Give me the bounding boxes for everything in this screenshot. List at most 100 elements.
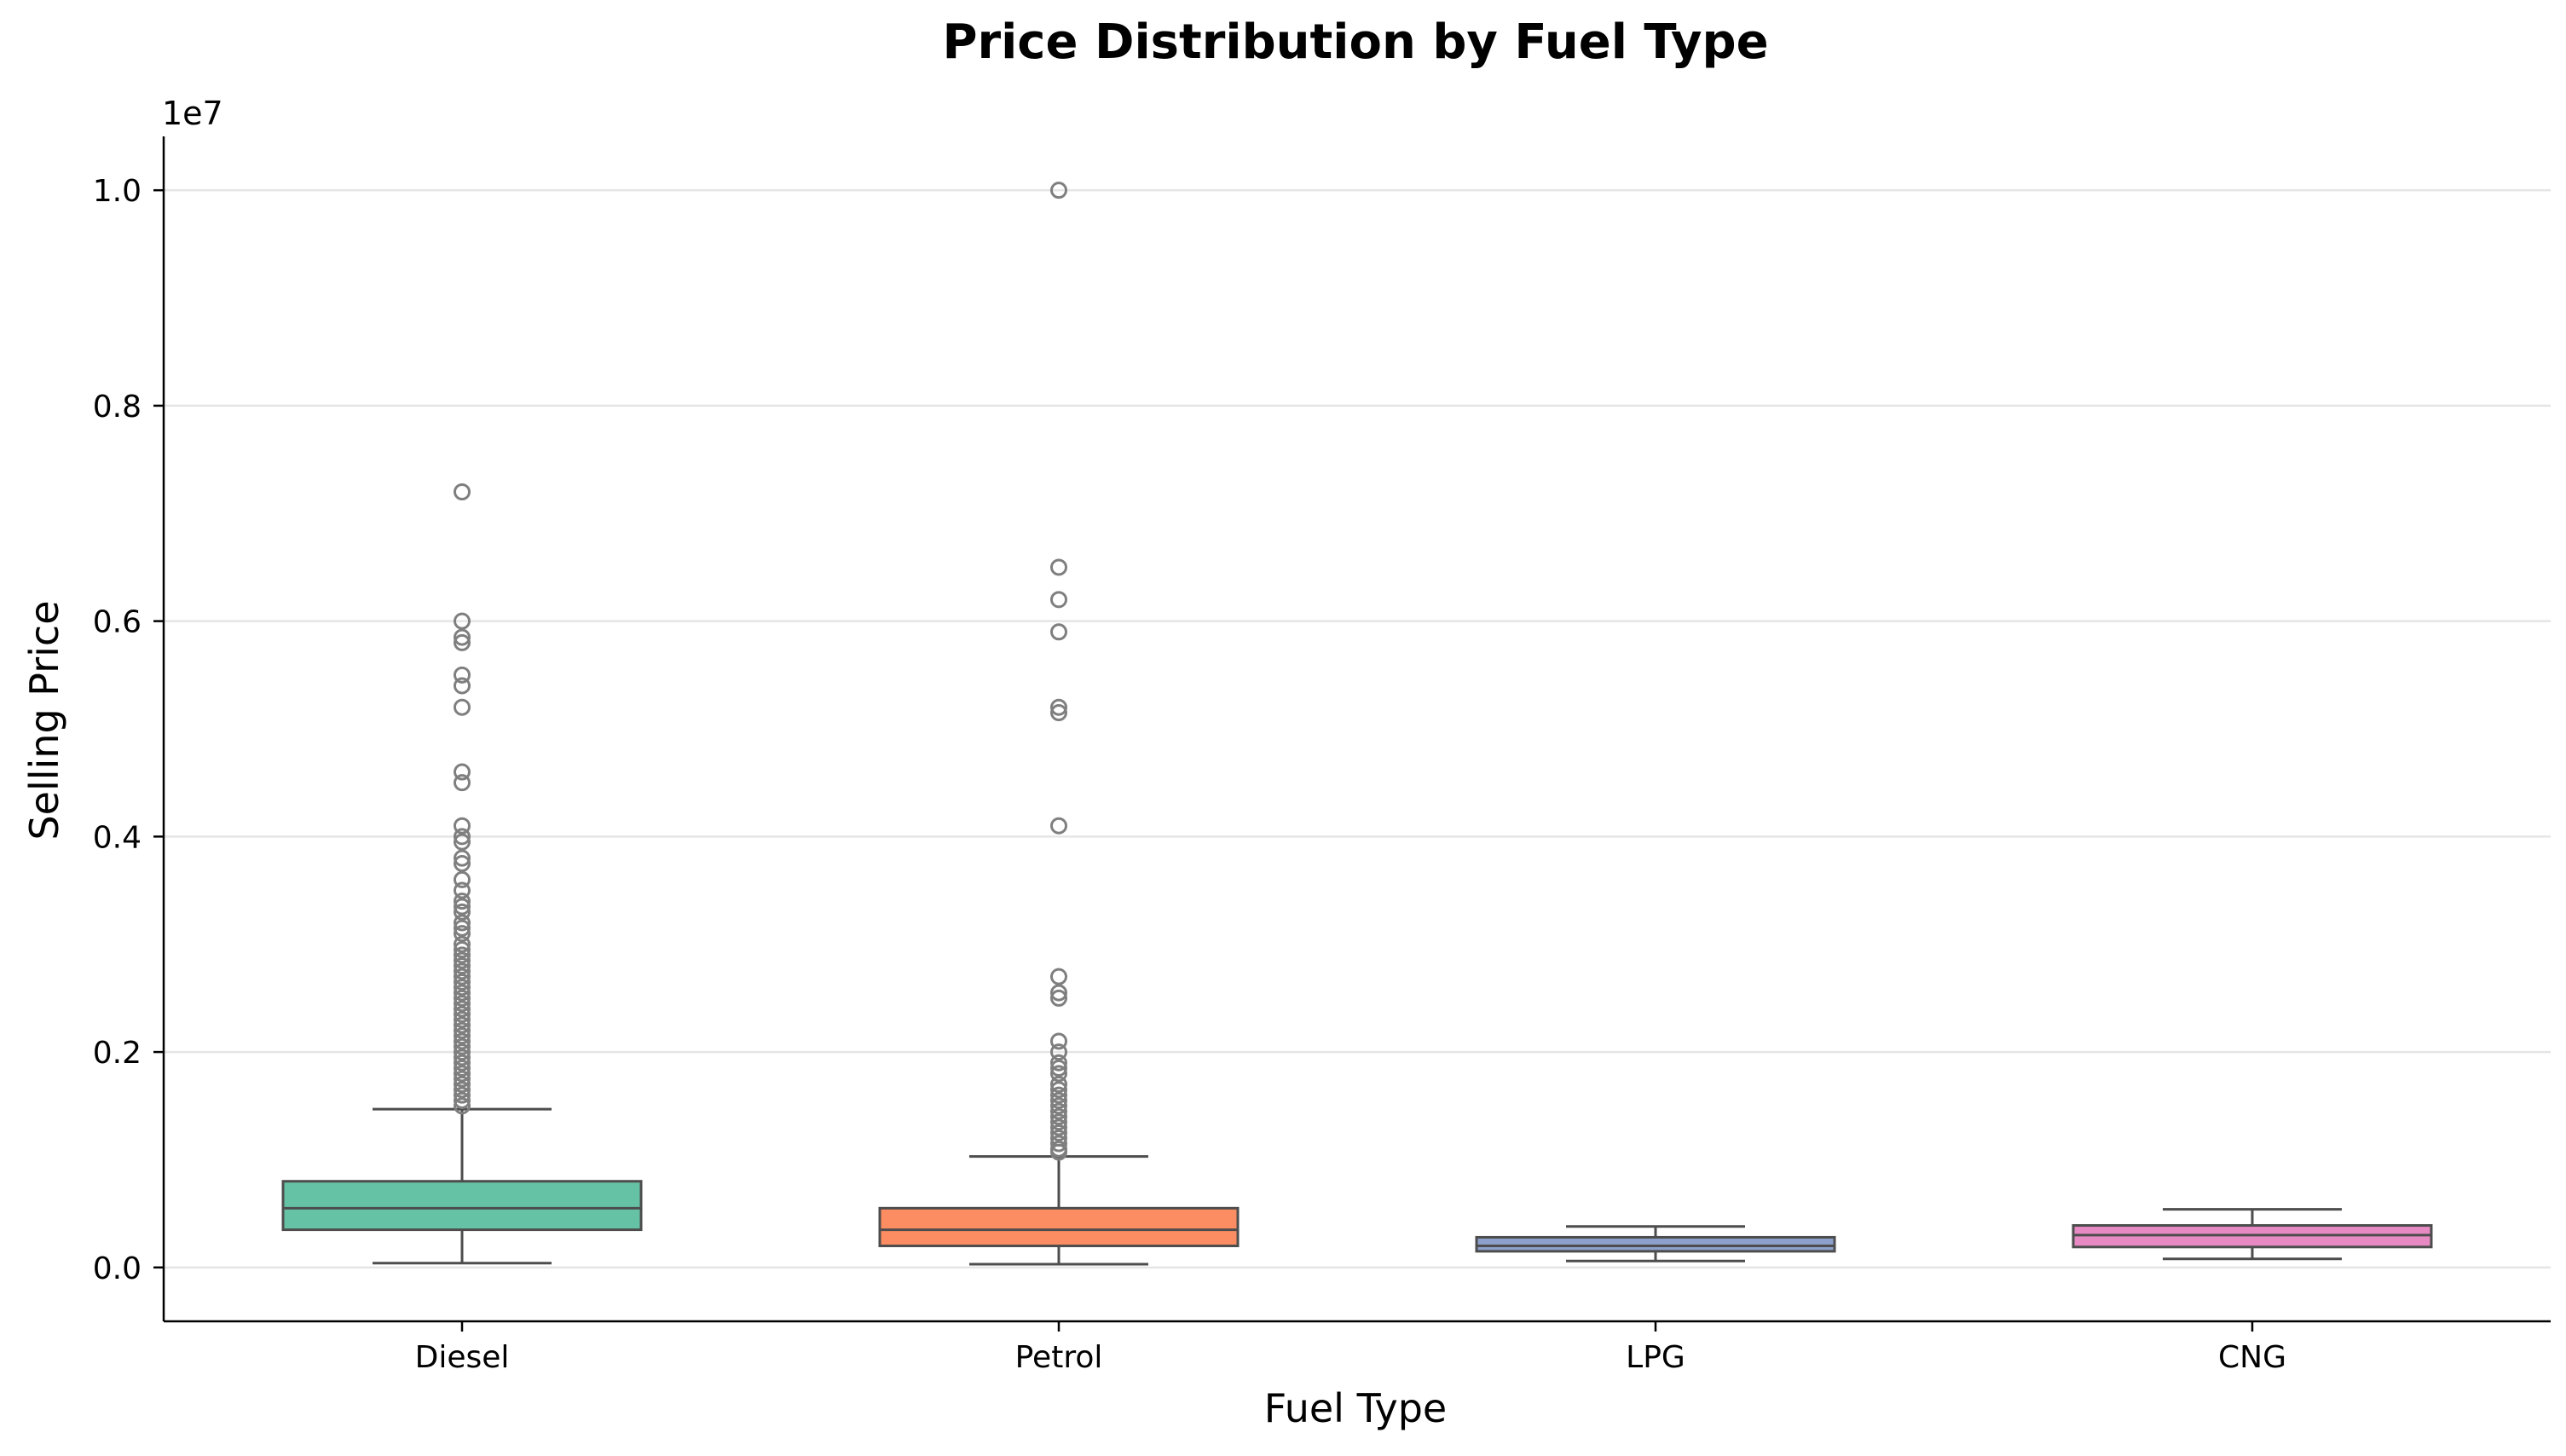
outlier-point <box>454 1049 471 1066</box>
chart-title: Price Distribution by Fuel Type <box>942 14 1768 70</box>
iqr-box <box>1475 1235 1836 1253</box>
outlier-point <box>454 666 471 684</box>
outlier-point <box>454 1011 471 1029</box>
outlier-point <box>454 962 471 980</box>
outlier-point <box>454 774 471 792</box>
iqr-box <box>878 1206 1240 1248</box>
outlier-point <box>454 677 471 695</box>
outlier-point <box>454 1097 471 1115</box>
iqr-box <box>281 1180 643 1232</box>
box-cng <box>2072 1208 2433 1261</box>
outlier-point <box>454 698 471 716</box>
outlier-point <box>1050 1043 1067 1061</box>
outlier-point <box>454 628 471 646</box>
outlier-point <box>1050 704 1067 722</box>
outlier-point <box>1050 1135 1067 1153</box>
outlier-point <box>1050 1091 1067 1109</box>
outlier-point <box>454 925 471 943</box>
outlier-point <box>454 633 471 651</box>
outlier-point <box>454 1043 471 1061</box>
outlier-point <box>1050 1124 1067 1141</box>
outlier-point <box>1050 1097 1067 1115</box>
y-tick-label: 0.6 <box>93 605 142 640</box>
x-axis-label: Fuel Type <box>1264 1385 1447 1431</box>
outlier-point <box>454 817 471 835</box>
boxes-layer <box>281 182 2433 1266</box>
y-tick-label: 0.4 <box>93 820 142 855</box>
outlier-point <box>454 957 471 974</box>
outlier-point <box>1050 968 1067 985</box>
outlier-point <box>1050 1060 1067 1078</box>
outlier-point <box>454 935 471 953</box>
outlier-point <box>1050 817 1067 835</box>
outlier-point <box>454 833 471 851</box>
outlier-point <box>1050 1118 1067 1136</box>
outlier-point <box>1050 182 1067 199</box>
outlier-point <box>454 1021 471 1039</box>
outlier-point <box>454 898 471 916</box>
outlier-point <box>1050 591 1067 609</box>
outlier-point <box>454 914 471 932</box>
y-tick-label: 0.8 <box>93 390 142 425</box>
axes-layer: 0.0 0.2 0.4 0.6 0.8 1.0 Diesel Petrol LPG CNG <box>93 136 2551 1375</box>
outlier-point <box>1050 1113 1067 1131</box>
outlier-point <box>454 989 471 1007</box>
outlier-point <box>454 995 471 1013</box>
outlier-point <box>454 1070 471 1088</box>
outlier-point <box>454 870 471 888</box>
box-lpg <box>1475 1225 1836 1262</box>
outlier-point <box>1050 1143 1067 1161</box>
outlier-point <box>454 1091 471 1109</box>
outlier-point <box>454 612 471 630</box>
box-petrol <box>878 182 1240 1266</box>
outlier-point <box>454 1000 471 1018</box>
outlier-point <box>454 1032 471 1050</box>
outlier-point <box>454 968 471 985</box>
y-tick-label: 0.0 <box>93 1251 142 1286</box>
outlier-point <box>454 903 471 921</box>
outlier-point <box>454 1081 471 1099</box>
outlier-point <box>454 828 471 846</box>
outlier-point <box>454 1037 471 1055</box>
outlier-point <box>454 951 471 969</box>
outlier-point <box>1050 1076 1067 1093</box>
y-tick-label: 1.0 <box>93 174 142 209</box>
outlier-point <box>454 973 471 991</box>
y-axis-offset-label: 1e7 <box>162 95 223 132</box>
outlier-point <box>1050 1086 1067 1104</box>
outlier-point <box>1050 1065 1067 1083</box>
outlier-point <box>1050 1081 1067 1099</box>
outlier-point <box>1050 623 1067 641</box>
box-diesel <box>281 483 643 1265</box>
outlier-point <box>454 1054 471 1072</box>
outlier-point <box>1050 984 1067 1002</box>
outlier-point <box>454 1060 471 1078</box>
y-axis-label: Selling Price <box>21 600 67 840</box>
outlier-point <box>454 1076 471 1093</box>
x-tick-label: CNG <box>2218 1340 2286 1375</box>
outlier-point <box>454 1065 471 1083</box>
outlier-point <box>454 1016 471 1034</box>
outlier-point <box>454 893 471 910</box>
outlier-point <box>454 881 471 899</box>
outlier-point <box>454 984 471 1002</box>
outlier-point <box>1050 1102 1067 1120</box>
outlier-point <box>1050 698 1067 716</box>
outlier-point <box>454 979 471 997</box>
grid-lines <box>164 188 2551 1269</box>
x-tick-label: Diesel <box>415 1340 510 1375</box>
outlier-point <box>454 849 471 867</box>
outlier-point <box>1050 1054 1067 1072</box>
outlier-point <box>1050 989 1067 1007</box>
outlier-point <box>1050 558 1067 576</box>
x-tick-label: LPG <box>1626 1340 1685 1375</box>
outlier-point <box>454 919 471 937</box>
y-tick-label: 0.2 <box>93 1036 142 1071</box>
outlier-point <box>454 854 471 872</box>
outlier-point <box>454 1027 471 1045</box>
outlier-point <box>1050 1107 1067 1125</box>
outlier-point <box>1050 1032 1067 1050</box>
outlier-point <box>454 763 471 781</box>
outlier-point <box>454 1005 471 1023</box>
